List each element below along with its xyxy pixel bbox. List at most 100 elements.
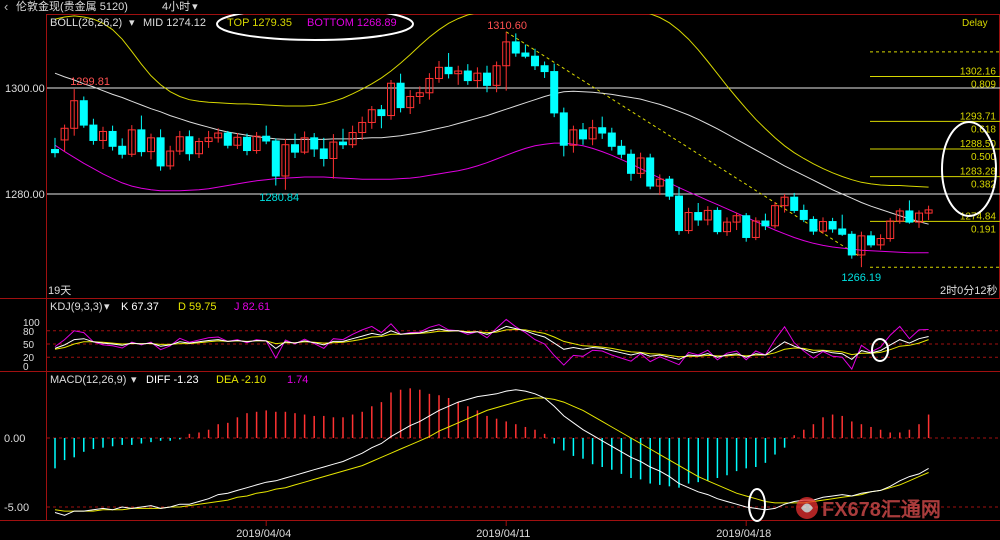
candle[interactable] xyxy=(166,145,175,170)
candle[interactable] xyxy=(492,61,501,93)
candle[interactable] xyxy=(310,133,319,157)
candle[interactable] xyxy=(147,133,155,160)
candle[interactable] xyxy=(252,131,261,154)
candle[interactable] xyxy=(319,137,328,167)
candle[interactable] xyxy=(819,217,827,234)
period-selector[interactable]: 4小时 ▾ xyxy=(162,0,198,14)
candle[interactable] xyxy=(655,174,664,196)
candle[interactable] xyxy=(79,96,88,128)
candle[interactable] xyxy=(339,128,347,149)
candle[interactable] xyxy=(377,104,386,129)
candle[interactable] xyxy=(876,234,885,250)
candle[interactable] xyxy=(175,130,184,155)
candle[interactable] xyxy=(415,86,424,104)
candle[interactable] xyxy=(809,216,818,235)
candle[interactable] xyxy=(435,60,443,83)
candle[interactable] xyxy=(502,31,511,91)
candle[interactable] xyxy=(924,205,933,220)
chevron-down-icon[interactable]: ▾ xyxy=(104,301,110,313)
candle[interactable] xyxy=(559,107,568,157)
macd-label[interactable]: MACD(12,26,9) xyxy=(50,374,126,386)
candle[interactable] xyxy=(905,200,914,224)
candle[interactable] xyxy=(675,187,683,235)
candle[interactable] xyxy=(915,210,923,228)
candle[interactable] xyxy=(665,175,674,200)
candle[interactable] xyxy=(60,124,69,152)
candle[interactable] xyxy=(550,63,559,118)
candle[interactable] xyxy=(204,130,213,148)
candle[interactable] xyxy=(521,44,530,59)
candle[interactable] xyxy=(847,231,856,259)
candle[interactable] xyxy=(281,138,290,190)
candle[interactable] xyxy=(646,153,655,190)
candle[interactable] xyxy=(99,126,107,149)
candle[interactable] xyxy=(895,208,904,224)
candle[interactable] xyxy=(444,53,453,79)
candle[interactable] xyxy=(358,116,367,140)
candle[interactable] xyxy=(607,127,616,151)
candle[interactable] xyxy=(732,212,741,231)
candle[interactable] xyxy=(838,214,847,236)
candle[interactable] xyxy=(627,149,635,181)
candle[interactable] xyxy=(742,213,751,242)
candle[interactable] xyxy=(396,73,405,113)
candle[interactable] xyxy=(598,116,607,139)
candle[interactable] xyxy=(703,206,712,226)
candle[interactable] xyxy=(684,207,693,234)
back-icon[interactable]: ‹ xyxy=(4,0,9,14)
candle[interactable] xyxy=(473,67,482,88)
candle[interactable] xyxy=(223,130,232,149)
candle[interactable] xyxy=(511,33,520,57)
candle[interactable] xyxy=(243,133,251,156)
candle[interactable] xyxy=(291,133,299,158)
candle[interactable] xyxy=(867,231,875,248)
candle[interactable] xyxy=(271,138,280,186)
candle[interactable] xyxy=(771,201,779,229)
chevron-down-icon[interactable]: ▾ xyxy=(129,17,135,29)
candle[interactable] xyxy=(387,80,395,120)
candle[interactable] xyxy=(127,125,136,157)
candle[interactable] xyxy=(531,48,539,70)
candle[interactable] xyxy=(751,217,760,241)
candle[interactable] xyxy=(425,73,434,100)
candle[interactable] xyxy=(262,125,271,145)
candle[interactable] xyxy=(694,203,703,226)
candle[interactable] xyxy=(790,192,799,214)
candle[interactable] xyxy=(886,217,895,242)
candle[interactable] xyxy=(108,125,117,151)
chevron-down-icon[interactable]: ▾ xyxy=(131,374,137,386)
candle[interactable] xyxy=(51,137,59,158)
candle[interactable] xyxy=(857,231,866,268)
candle[interactable] xyxy=(636,152,645,179)
instrument-title[interactable]: 伦敦金现(贵金属 5120) xyxy=(16,1,128,13)
candle[interactable] xyxy=(348,125,357,148)
candle[interactable] xyxy=(137,115,146,157)
kdj-label[interactable]: KDJ(9,3,3) xyxy=(50,301,103,313)
candle[interactable] xyxy=(780,194,789,213)
candle[interactable] xyxy=(463,64,472,85)
candle[interactable] xyxy=(233,133,242,149)
candle[interactable] xyxy=(329,134,338,179)
candle[interactable] xyxy=(300,131,309,155)
candle[interactable] xyxy=(367,106,376,129)
candle[interactable] xyxy=(723,217,731,236)
candle[interactable] xyxy=(761,213,770,231)
candle[interactable] xyxy=(70,89,79,136)
candle[interactable] xyxy=(214,128,223,143)
candle[interactable] xyxy=(89,118,98,145)
candle[interactable] xyxy=(195,137,203,158)
candle[interactable] xyxy=(713,207,722,235)
boll-label[interactable]: BOLL(26,26,2) xyxy=(50,17,122,29)
chart-area[interactable]: 1302.160.8091293.710.6181288.500.5001283… xyxy=(0,14,1000,540)
candle[interactable] xyxy=(569,125,578,153)
candle[interactable] xyxy=(617,139,626,159)
candle[interactable] xyxy=(540,61,549,78)
candle[interactable] xyxy=(406,90,415,114)
candle[interactable] xyxy=(828,217,837,233)
candle[interactable] xyxy=(185,130,194,161)
candle[interactable] xyxy=(799,204,808,223)
candle[interactable] xyxy=(579,122,587,145)
candle[interactable] xyxy=(454,65,463,85)
candle[interactable] xyxy=(156,129,165,171)
candle[interactable] xyxy=(118,138,127,159)
